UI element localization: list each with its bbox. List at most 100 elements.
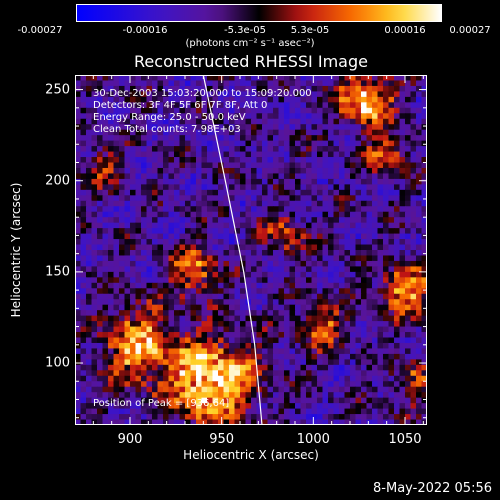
plot-frame [75, 75, 427, 425]
heatmap-cell [372, 299, 379, 306]
heatmap-cell [91, 107, 98, 114]
heatmap-cell [146, 118, 153, 125]
heatmap-cell [328, 414, 335, 421]
heatmap-cell [113, 304, 120, 311]
heatmap-cell [361, 282, 368, 289]
heatmap-cell [267, 157, 274, 164]
heatmap-cell [91, 408, 98, 415]
heatmap-cell [102, 332, 109, 339]
heatmap-cell [130, 217, 137, 224]
heatmap-cell [355, 288, 362, 295]
heatmap-cell [355, 364, 362, 371]
heatmap-cell [146, 288, 153, 295]
heatmap-cell [185, 326, 192, 333]
heatmap-cell [399, 211, 406, 218]
heatmap-cell [86, 271, 93, 278]
heatmap-cell [421, 414, 428, 421]
heatmap-cell [273, 173, 280, 180]
heatmap-cell [295, 135, 302, 142]
heatmap-cell [399, 85, 406, 93]
heatmap-cell [124, 337, 131, 344]
heatmap-cell [372, 102, 379, 109]
heatmap-cell [97, 124, 104, 131]
heatmap-cell [284, 266, 291, 273]
heatmap-cell [97, 381, 104, 388]
heatmap-cell [119, 173, 126, 180]
heatmap-cell [289, 408, 296, 415]
heatmap-cell [377, 271, 384, 278]
heatmap-cell [240, 135, 247, 142]
heatmap-cell [141, 75, 148, 82]
heatmap-cell [300, 381, 307, 388]
heatmap-cell [311, 370, 318, 377]
heatmap-cell [273, 178, 280, 185]
heatmap-cell [185, 118, 192, 125]
heatmap-cell [421, 277, 428, 284]
heatmap-cell [262, 304, 269, 311]
heatmap-cell [267, 408, 274, 415]
heatmap-cell [361, 348, 368, 355]
heatmap-cell [185, 140, 192, 147]
heatmap-cell [394, 293, 401, 300]
heatmap-cell [207, 91, 214, 98]
heatmap-cell [273, 266, 280, 273]
heatmap-cell [416, 151, 423, 158]
heatmap-cell [366, 282, 373, 289]
heatmap-cell [218, 206, 225, 213]
heatmap-cell [168, 217, 175, 224]
heatmap-cell [240, 255, 247, 262]
heatmap-cell [383, 91, 390, 98]
heatmap-cell [135, 151, 142, 158]
heatmap-cell [185, 299, 192, 306]
heatmap-cell [168, 113, 175, 120]
heatmap-cell [394, 277, 401, 284]
heatmap-cell [377, 304, 384, 311]
heatmap-cell [174, 386, 181, 393]
heatmap-cell [333, 140, 340, 147]
heatmap-cell [344, 359, 351, 366]
heatmap-cell [97, 184, 104, 191]
heatmap-cell [383, 178, 390, 185]
heatmap-cell [80, 107, 87, 114]
heatmap-cell [218, 260, 225, 268]
heatmap-cell [295, 375, 302, 382]
heatmap-cell [75, 315, 82, 322]
heatmap-cell [328, 140, 335, 147]
heatmap-cell [306, 375, 313, 382]
heatmap-cell [410, 332, 417, 339]
heatmap-cell [322, 403, 329, 410]
heatmap-cell [421, 266, 428, 273]
heatmap-cell [130, 282, 137, 289]
heatmap-cell [355, 370, 362, 377]
heatmap-cell [124, 408, 131, 415]
heatmap-cell [383, 397, 390, 404]
heatmap-cell [317, 392, 324, 399]
heatmap-cell [377, 255, 384, 262]
heatmap-cell [168, 364, 175, 371]
heatmap-cell [410, 288, 417, 295]
heatmap-cell [234, 342, 241, 350]
heatmap-cell [399, 96, 406, 103]
heatmap-cell [152, 151, 159, 158]
heatmap-cell [273, 189, 280, 196]
heatmap-cell [333, 195, 340, 202]
heatmap-cell [174, 260, 181, 268]
heatmap-cell [163, 107, 170, 114]
heatmap-cell [295, 304, 302, 311]
heatmap-cell [372, 129, 379, 136]
heatmap-cell [306, 189, 313, 196]
heatmap-cell [124, 140, 131, 147]
heatmap-cell [97, 206, 104, 213]
heatmap-cell [185, 222, 192, 229]
heatmap-cell [91, 419, 98, 426]
heatmap-cell [350, 124, 357, 131]
heatmap-cell [394, 386, 401, 393]
heatmap-cell [322, 304, 329, 311]
heatmap-cell [229, 129, 236, 136]
heatmap-cell [333, 228, 340, 235]
heatmap-cell [196, 91, 203, 98]
heatmap-cell [399, 353, 406, 360]
heatmap-cell [328, 397, 335, 404]
heatmap-cell [383, 321, 390, 328]
heatmap-cell [372, 178, 379, 185]
